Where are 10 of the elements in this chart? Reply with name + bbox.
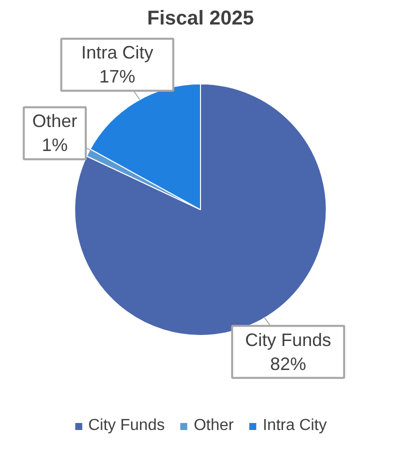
legend-label: Intra City (262, 417, 327, 435)
data-label: 82% (270, 354, 306, 374)
data-label: 17% (99, 66, 136, 87)
data-label: 1% (42, 135, 68, 156)
slice-label: Intra City (81, 42, 154, 63)
legend-label: Other (194, 417, 234, 435)
legend-label: City Funds (88, 417, 165, 435)
slice-label: City Funds (245, 330, 332, 350)
chart-title: Fiscal 2025 (147, 8, 254, 30)
slice-label: Other (32, 111, 78, 132)
